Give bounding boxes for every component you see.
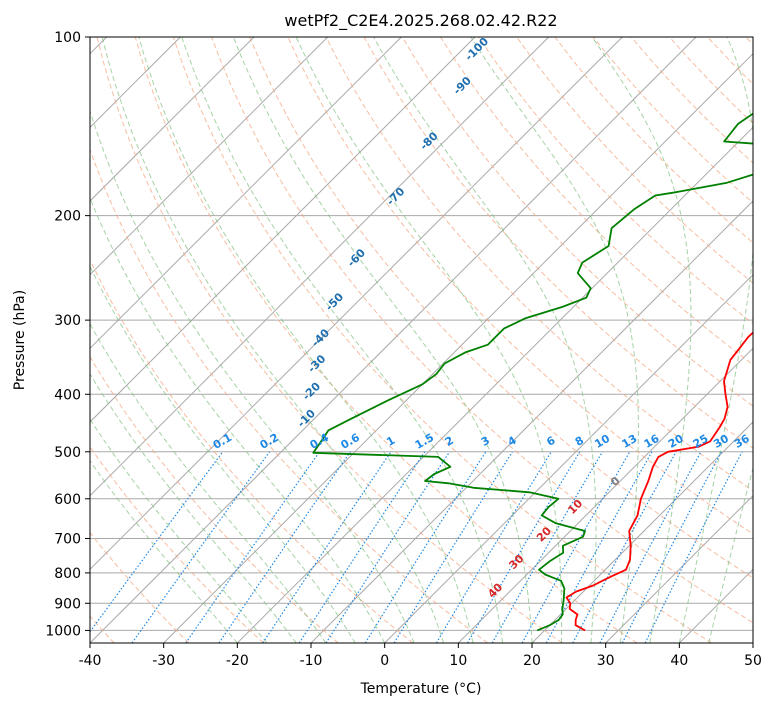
x-tick-label: -10 (300, 653, 323, 669)
isotherm-line (163, 52, 753, 643)
moist-adiabat-line (232, 37, 533, 643)
moist-adiabat-line (591, 37, 692, 643)
isotherm-line (90, 37, 623, 571)
y-tick-label: 600 (54, 492, 81, 508)
y-axis-label: Pressure (hPa) (12, 290, 28, 390)
moist-adiabat-line (90, 322, 327, 643)
dewpoint-profile-line (312, 112, 753, 632)
dry-adiabat-line (211, 37, 753, 624)
dry-adiabat-line (516, 37, 753, 284)
mixing-ratio-line (298, 451, 426, 643)
mixing-ratio-line (644, 451, 743, 643)
mixing-ratio-line (545, 451, 653, 643)
plot-frame (89, 36, 754, 644)
mixing-ratio-line (131, 451, 271, 643)
isotherm-line (90, 37, 697, 643)
mixing-ratio-line (90, 451, 224, 633)
moist-adiabat-line (90, 265, 356, 643)
mixing-ratio-line (521, 451, 631, 643)
mixing-ratio-line (185, 451, 321, 643)
isotherm-line (90, 37, 476, 423)
x-tick-label: 0 (380, 653, 389, 669)
mixing-ratio-line (262, 451, 392, 643)
isotherm-line (236, 126, 753, 643)
x-tick-label: -40 (79, 653, 102, 669)
moist-adiabat-line (678, 37, 753, 643)
mixing-ratio-line (325, 451, 451, 643)
dry-adiabat-line (90, 148, 488, 643)
y-tick-label: 500 (54, 445, 81, 461)
isotherm-line (90, 37, 329, 276)
dry-adiabat-line (90, 445, 264, 643)
moist-adiabat-line (708, 466, 753, 643)
dry-adiabat-line (325, 37, 753, 492)
isotherm-line (752, 642, 753, 643)
isotherm-line (90, 37, 255, 202)
isotherm-line (457, 347, 753, 643)
y-tick-label: 800 (54, 566, 81, 582)
isotherm-line (384, 273, 753, 643)
x-tick-label: 30 (597, 653, 615, 669)
moist-adiabat-line (90, 460, 238, 643)
x-axis-label: Temperature (°C) (360, 681, 482, 697)
x-tick-label: -20 (226, 653, 249, 669)
profile-lines (312, 112, 753, 632)
x-tick-label: 50 (744, 653, 762, 669)
dry-adiabat-line (401, 37, 753, 407)
dry-adiabat-line (134, 37, 638, 643)
chart-title: wetPf2_C2E4.2025.268.02.42.R22 (284, 11, 557, 31)
mixing-ratio-line (218, 451, 351, 643)
y-tick-label: 1000 (45, 623, 81, 639)
mixing-ratio-line (364, 451, 487, 643)
moist-adiabat-line (90, 373, 297, 643)
isotherm-line (90, 37, 550, 497)
isotherm-line (531, 421, 753, 643)
mixing-ratio-line (621, 451, 722, 643)
y-tick-label: 300 (54, 313, 81, 329)
temperature-profile-line (565, 331, 753, 632)
mixing-ratio-line (393, 451, 513, 643)
dry-adiabat-line (249, 37, 753, 579)
dry-adiabat-line (90, 355, 339, 643)
x-tick-label: 10 (449, 653, 467, 669)
mixing-ratio-line (599, 451, 702, 643)
x-tick-label: 40 (670, 653, 688, 669)
dry-adiabat-line (96, 37, 563, 643)
y-axis: 100 200 300 400 500 600 700 800 900 1000 (45, 30, 90, 639)
moist-adiabat-line (295, 37, 563, 643)
y-tick-label: 700 (54, 532, 81, 548)
x-tick-label: 20 (523, 653, 541, 669)
y-tick-label: 900 (54, 596, 81, 612)
moist-adiabat-line (90, 196, 386, 643)
mixing-ratio-line (435, 451, 552, 643)
mixing-ratio-line (572, 451, 677, 643)
moist-adiabat-line (90, 418, 268, 643)
moist-adiabat-line (373, 37, 597, 643)
y-tick-label: 100 (54, 30, 81, 46)
dry-adiabat-line (90, 258, 414, 643)
dry-adiabat-line (90, 531, 190, 643)
isotherm-line (90, 37, 402, 350)
x-tick-label: -30 (152, 653, 175, 669)
y-tick-label: 200 (54, 209, 81, 225)
moist-adiabat-line (181, 37, 503, 643)
moist-adiabat-line (138, 37, 474, 643)
x-axis: -40 -30 -20 -10 0 10 20 30 40 50 (79, 643, 762, 669)
background-lines (90, 37, 753, 643)
dry-adiabat-line (439, 37, 753, 366)
moist-adiabat-line (101, 37, 445, 643)
isotherm-line (605, 494, 753, 643)
y-tick-label: 400 (54, 387, 81, 403)
moist-adiabat-line (470, 37, 639, 643)
dry-adiabat-line (172, 37, 712, 643)
